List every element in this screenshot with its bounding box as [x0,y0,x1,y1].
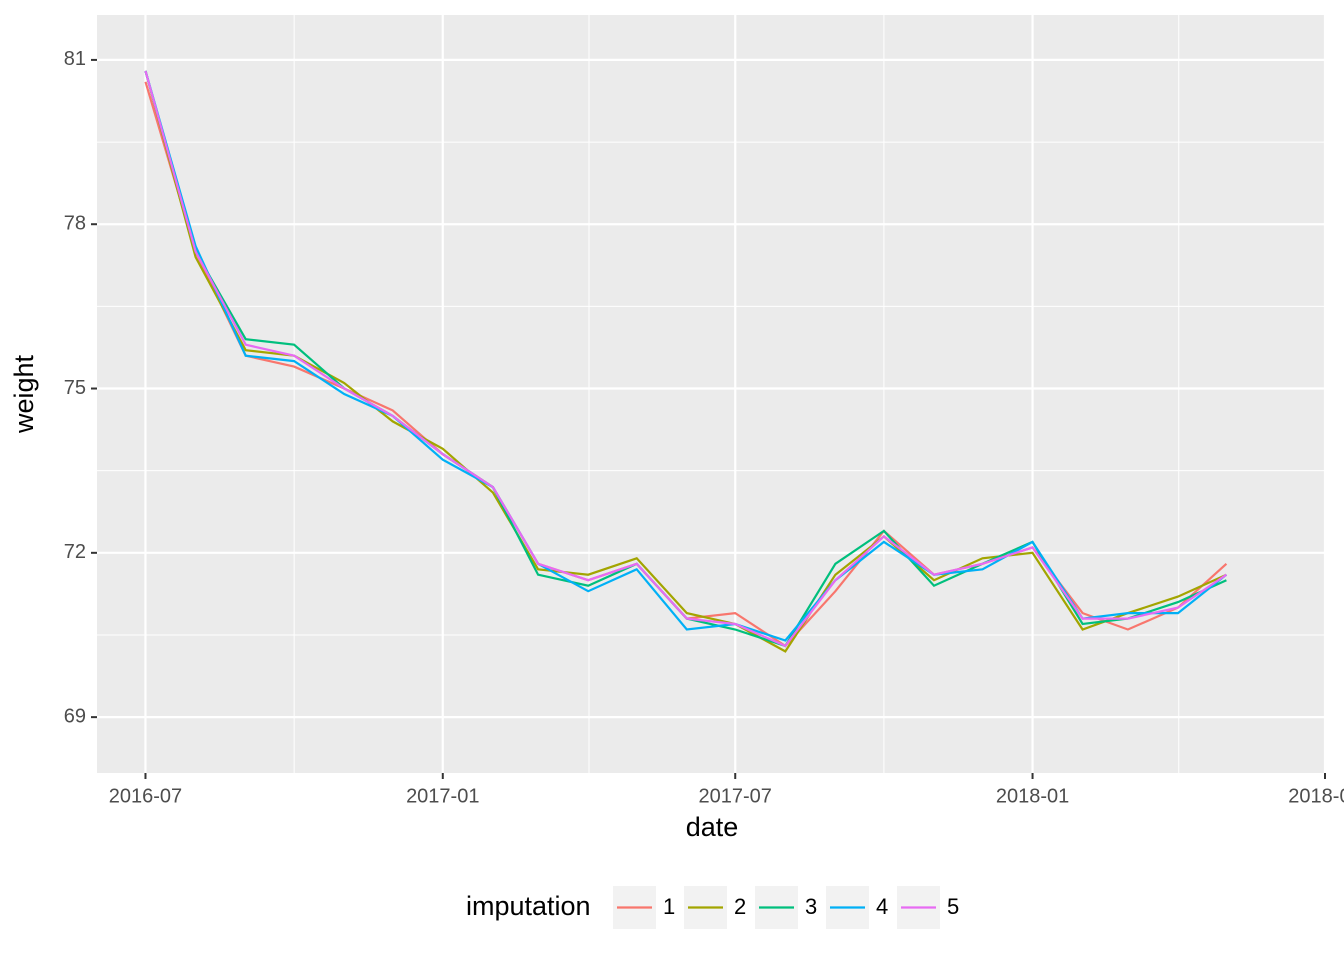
x-tick-label: 2016-07 [109,785,182,807]
legend-label: 2 [734,894,746,919]
x-tick-label: 2017-07 [699,785,772,807]
x-tick-label: 2017-01 [406,785,479,807]
y-tick-label: 75 [64,377,86,399]
legend-title: imputation [466,891,591,921]
y-tick-label: 78 [64,212,86,234]
panel-background [97,15,1325,773]
series-line [144,70,1228,648]
x-tick-label: 2018-01 [996,785,1069,807]
x-axis-title: date [686,812,739,842]
legend-label: 4 [876,894,888,919]
series-line [144,70,1228,642]
legend-label: 3 [805,894,817,919]
y-tick-label: 81 [64,48,86,70]
legend-label: 5 [947,894,959,919]
y-axis-title: weight [9,354,39,434]
legend-label: 1 [663,894,675,919]
y-tick-label: 72 [64,541,86,563]
x-tick-label: 2018-07 [1288,785,1344,807]
y-tick-label: 69 [64,705,86,727]
